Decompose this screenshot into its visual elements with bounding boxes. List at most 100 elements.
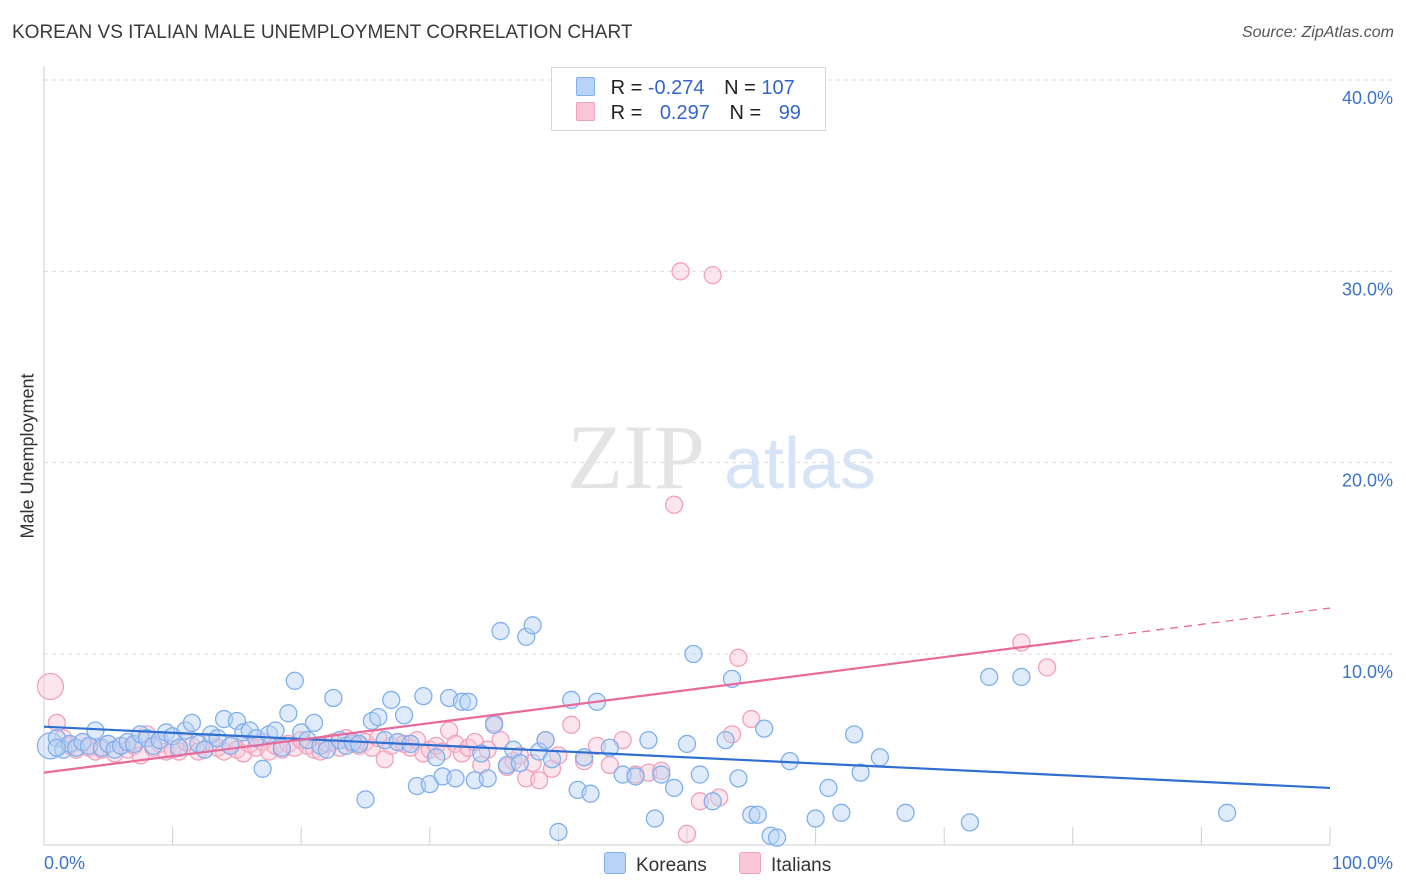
- koreans-point-63: [446, 769, 465, 788]
- y-tick-label-20: 20.0%: [1342, 471, 1393, 491]
- italians-point-90: [677, 824, 697, 844]
- legend-koreans-swatch: [604, 852, 626, 874]
- italians-point-92: [703, 266, 722, 285]
- koreans-point-69: [484, 715, 504, 734]
- italians-r-value: 0.297: [659, 102, 710, 124]
- koreans-trend-line: [43, 725, 1331, 790]
- koreans-point-115: [1217, 803, 1237, 822]
- italians-r-label: R =: [610, 102, 643, 124]
- tick-labels: 10.0% 20.0% 30.0% 40.0% 0.0% 100.0%: [44, 88, 1393, 873]
- koreans-point-64: [452, 692, 472, 711]
- italians-point-1: [47, 713, 67, 733]
- koreans-point-37: [279, 704, 298, 723]
- watermark-zip: ZIP: [567, 406, 705, 508]
- koreans-point-78: [542, 750, 562, 769]
- italians-n-label: N =: [729, 102, 762, 124]
- koreans-point-103: [767, 828, 787, 847]
- italians-n-value: 99: [778, 102, 801, 124]
- koreans-point-106: [819, 778, 838, 798]
- koreans-point-91: [664, 778, 684, 798]
- koreans-point-33: [253, 759, 272, 778]
- koreans-point-41: [304, 713, 324, 733]
- koreans-point-110: [870, 748, 890, 767]
- legend-italians: Italians: [739, 852, 831, 877]
- italians-point-88: [664, 495, 684, 514]
- x-tick-label-min: 0.0%: [44, 853, 85, 873]
- koreans-point-67: [472, 744, 491, 763]
- y-tick-label-10: 10.0%: [1342, 662, 1393, 682]
- koreans-point-102: [761, 826, 780, 845]
- koreans-point-28: [221, 736, 240, 755]
- koreans-point-55: [394, 706, 414, 725]
- koreans-point-114: [1012, 667, 1031, 687]
- koreans-points: [36, 616, 1237, 847]
- chart-title: KOREAN VS ITALIAN MALE UNEMPLOYMENT CORR…: [12, 22, 633, 43]
- koreans-point-44: [324, 688, 343, 708]
- italians-swatch: [576, 102, 595, 121]
- koreans-point-58: [414, 686, 433, 706]
- koreans-point-22: [182, 713, 202, 733]
- koreans-point-48: [349, 734, 369, 754]
- legend-italians-label: Italians: [771, 855, 832, 876]
- koreans-point-85: [600, 738, 619, 757]
- koreans-point-96: [716, 730, 735, 750]
- legend-koreans-label: Koreans: [636, 855, 707, 876]
- koreans-point-111: [896, 803, 915, 822]
- trend-lines: [43, 607, 1331, 790]
- axes: [43, 66, 1331, 846]
- koreans-point-68: [478, 769, 497, 788]
- koreans-point-83: [581, 784, 600, 803]
- koreans-r-value: -0.274: [647, 77, 705, 99]
- koreans-point-77: [536, 730, 555, 750]
- koreans-point-92: [677, 734, 697, 754]
- koreans-point-49: [356, 790, 375, 809]
- italians-point-98: [1037, 658, 1057, 677]
- koreans-point-99: [742, 805, 761, 824]
- stats-legend-koreans: R = -0.274 N = 107: [576, 77, 795, 101]
- italians-point-75: [523, 753, 542, 773]
- gridlines: [44, 79, 1392, 655]
- y-tick-label-40: 40.0%: [1342, 88, 1393, 108]
- watermark-atlas: atlas: [724, 424, 876, 504]
- italians-point-95: [729, 648, 748, 667]
- y-tick-label-30: 30.0%: [1342, 279, 1393, 299]
- koreans-point-53: [382, 690, 401, 710]
- koreans-point-88: [639, 730, 658, 750]
- koreans-point-100: [748, 805, 767, 824]
- stats-legend: R = -0.274 N = 107 R = 0.297 N = 99: [551, 67, 826, 131]
- koreans-point-90: [652, 765, 671, 784]
- koreans-point-87: [626, 767, 645, 786]
- italians-point-89: [671, 262, 690, 281]
- koreans-point-94: [690, 765, 710, 784]
- italians-point-76: [529, 771, 549, 790]
- koreans-point-24: [195, 740, 214, 759]
- koreans-point-113: [980, 667, 999, 687]
- koreans-point-93: [684, 644, 703, 664]
- koreans-point-105: [806, 809, 825, 828]
- koreans-swatch: [576, 77, 595, 96]
- koreans-point-70: [491, 621, 510, 641]
- koreans-point-65: [459, 692, 478, 711]
- koreans-n-label: N =: [724, 77, 756, 99]
- koreans-point-74: [517, 627, 536, 646]
- koreans-point-60: [427, 748, 446, 767]
- koreans-point-112: [960, 813, 980, 832]
- chart-source: Source: ZipAtlas.com: [1241, 24, 1394, 41]
- koreans-point-107: [832, 803, 851, 822]
- koreans-point-116: [47, 738, 67, 757]
- italians-trend-extension: [1072, 607, 1331, 642]
- koreans-point-75: [523, 616, 542, 635]
- legend-italians-swatch: [739, 852, 761, 874]
- italians-trend-line: [43, 639, 1073, 774]
- koreans-point-38: [285, 671, 304, 690]
- italians-point-80: [562, 715, 581, 734]
- koreans-point-101: [755, 719, 774, 738]
- stats-legend-italians: R = 0.297 N = 99: [576, 102, 801, 126]
- koreans-point-89: [645, 809, 664, 828]
- italians-point-96: [742, 709, 761, 729]
- koreans-point-35: [266, 721, 285, 740]
- koreans-point-95: [703, 792, 722, 811]
- koreans-point-79: [549, 822, 568, 842]
- koreans-point-108: [845, 725, 864, 744]
- koreans-point-29: [227, 711, 247, 731]
